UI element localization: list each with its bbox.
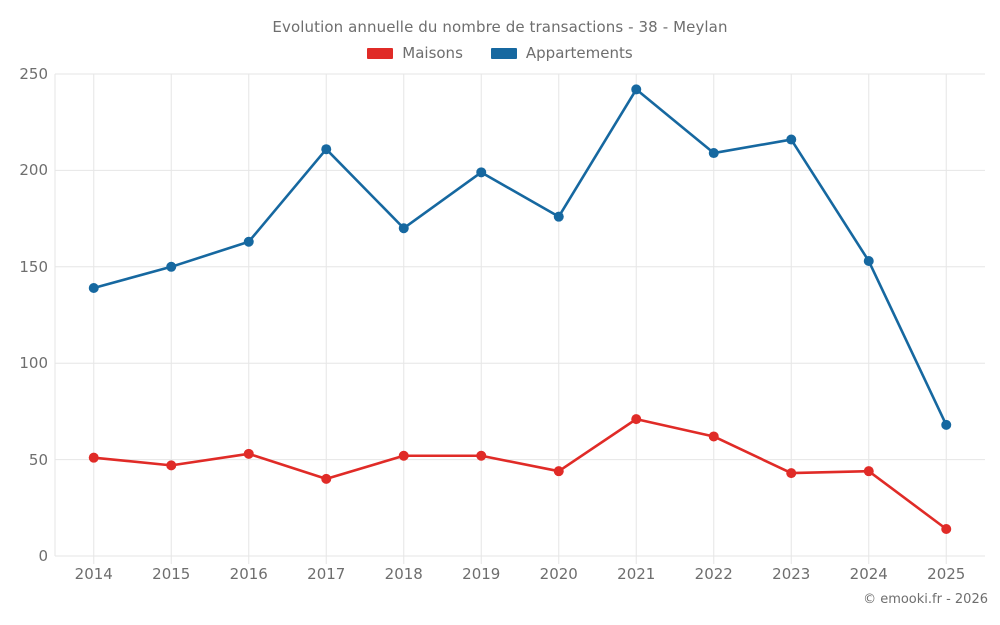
- series-line-appartements: [92, 88, 948, 427]
- y-axis-ticks: 0 50 100 150 200 250: [0, 0, 48, 625]
- x-axis-tick-label: 2019: [462, 565, 501, 583]
- series-line-maisons: [92, 417, 948, 531]
- x-axis-tick-label: 2015: [152, 565, 191, 583]
- footer-credit: © emooki.fr - 2026: [863, 592, 988, 607]
- legend-swatch-appartements: [490, 47, 517, 59]
- data-point[interactable]: [863, 256, 874, 267]
- y-axis-tick-label: 0: [38, 547, 48, 565]
- legend-label-appartements: Appartements: [525, 44, 633, 62]
- y-axis-tick-label: 200: [19, 161, 48, 180]
- data-point[interactable]: [708, 431, 719, 442]
- chart-title: Evolution annuelle du nombre de transact…: [272, 18, 728, 36]
- x-gridlines: [54, 74, 947, 564]
- legend-swatch-maisons: [367, 47, 394, 59]
- data-point[interactable]: [88, 283, 99, 294]
- data-point[interactable]: [941, 524, 952, 535]
- data-point[interactable]: [243, 448, 254, 459]
- data-point[interactable]: [321, 473, 332, 484]
- series-points: [88, 84, 952, 535]
- legend-item-appartements[interactable]: Appartements: [490, 44, 633, 62]
- x-axis-tick-label: 2016: [229, 565, 268, 583]
- x-axis-tick-label: 2022: [694, 565, 733, 583]
- data-point[interactable]: [321, 144, 332, 155]
- data-point[interactable]: [243, 236, 254, 247]
- data-point[interactable]: [631, 84, 642, 95]
- x-axis-tick-label: 2017: [307, 565, 346, 583]
- y-axis-tick-label: 150: [19, 257, 48, 276]
- y-axis-tick-label: 250: [19, 65, 48, 83]
- data-point[interactable]: [708, 148, 719, 159]
- data-point[interactable]: [786, 134, 797, 145]
- data-point[interactable]: [398, 450, 409, 461]
- data-point[interactable]: [786, 468, 797, 479]
- x-axis-tick-label: 2020: [539, 565, 578, 583]
- x-axis-tick-label: 2018: [384, 565, 423, 583]
- series-lines: [92, 88, 948, 531]
- data-point[interactable]: [631, 414, 642, 425]
- x-axis-tick-label: 2025: [927, 565, 966, 583]
- data-point[interactable]: [553, 466, 564, 477]
- x-axis-tick-label: 2014: [74, 565, 113, 583]
- data-point[interactable]: [941, 419, 952, 430]
- legend-item-maisons[interactable]: Maisons: [367, 44, 463, 62]
- y-axis-tick-label: 50: [28, 450, 48, 469]
- gridlines: [55, 73, 985, 557]
- data-point[interactable]: [476, 167, 487, 178]
- data-point[interactable]: [88, 452, 99, 463]
- data-point[interactable]: [476, 450, 487, 461]
- legend-label-maisons: Maisons: [402, 44, 463, 62]
- chart-legend: Maisons Appartements: [0, 44, 1000, 62]
- y-axis-tick-label: 100: [19, 354, 48, 373]
- data-point[interactable]: [398, 223, 409, 234]
- x-axis-tick-label: 2021: [617, 565, 656, 583]
- data-point[interactable]: [553, 211, 564, 222]
- data-point[interactable]: [166, 460, 177, 471]
- data-point[interactable]: [863, 466, 874, 477]
- x-axis-tick-label: 2023: [772, 565, 811, 583]
- x-axis-tick-label: 2024: [849, 565, 888, 583]
- data-point[interactable]: [166, 261, 177, 272]
